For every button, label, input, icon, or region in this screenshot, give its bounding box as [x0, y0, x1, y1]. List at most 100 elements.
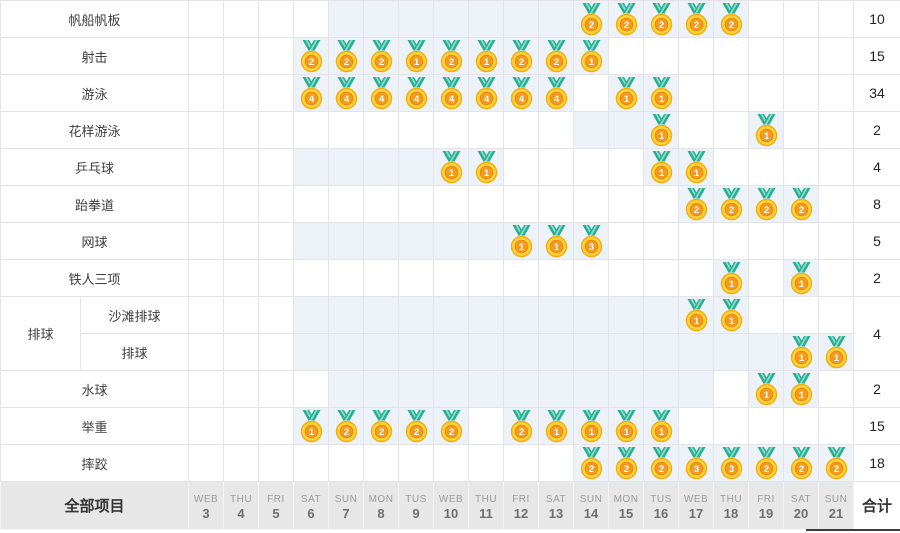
medal-icon[interactable]: 2	[438, 409, 465, 443]
medal-icon[interactable]: 1	[613, 409, 640, 443]
medal-icon[interactable]: 1	[718, 261, 745, 295]
medal-icon[interactable]: 2	[333, 409, 360, 443]
medal-icon[interactable]: 1	[613, 76, 640, 110]
medal-icon[interactable]: 2	[438, 39, 465, 73]
medal-icon[interactable]: 1	[683, 150, 710, 184]
svg-text:2: 2	[343, 57, 348, 68]
sport-label: 花样游泳	[0, 111, 190, 149]
medal-icon[interactable]: 1	[788, 335, 815, 369]
day-cell	[328, 444, 365, 482]
medal-icon[interactable]: 2	[648, 2, 675, 36]
medal-icon[interactable]: 2	[683, 187, 710, 221]
medal-icon[interactable]: 1	[438, 150, 465, 184]
medal-icon[interactable]: 2	[648, 446, 675, 480]
medal-icon[interactable]: 2	[718, 187, 745, 221]
medal-icon[interactable]: 1	[823, 335, 850, 369]
medal-icon[interactable]: 2	[368, 409, 395, 443]
svg-text:2: 2	[588, 20, 593, 31]
medal-icon[interactable]: 2	[788, 446, 815, 480]
medal-icon[interactable]: 1	[718, 298, 745, 332]
day-cell	[293, 370, 330, 408]
total-cell: 5	[853, 222, 900, 260]
day-cell: 2	[433, 37, 470, 75]
medal-icon[interactable]: 2	[753, 187, 780, 221]
medal-icon[interactable]: 2	[508, 39, 535, 73]
medal-icon[interactable]: 1	[403, 39, 430, 73]
medal-icon[interactable]: 3	[683, 446, 710, 480]
day-cell	[223, 185, 260, 223]
day-cell: 3	[713, 444, 750, 482]
day-cell	[538, 148, 575, 186]
day-cell	[398, 185, 435, 223]
medal-icon[interactable]: 2	[333, 39, 360, 73]
footer-day-cell: FRI 19	[748, 481, 785, 530]
medal-icon[interactable]: 2	[613, 446, 640, 480]
day-cell: 4	[503, 74, 540, 112]
medal-icon[interactable]: 1	[648, 113, 675, 147]
medal-icon[interactable]: 3	[578, 224, 605, 258]
medal-icon[interactable]: 1	[788, 372, 815, 406]
medal-icon[interactable]: 4	[298, 76, 325, 110]
medal-icon[interactable]: 4	[333, 76, 360, 110]
medal-icon[interactable]: 1	[473, 39, 500, 73]
medal-icon[interactable]: 2	[298, 39, 325, 73]
day-cell	[818, 259, 855, 297]
footer-day-name: WEB	[683, 493, 709, 505]
medal-icon[interactable]: 1	[473, 150, 500, 184]
medal-icon[interactable]: 1	[543, 224, 570, 258]
day-cell	[503, 259, 540, 297]
day-cell	[678, 407, 715, 445]
day-cell: 1	[678, 148, 715, 186]
sport-row: 花样游泳 1 1 2	[0, 111, 900, 149]
footer-day-cell: WEB 17	[678, 481, 715, 530]
sport-row: 跆拳道 2 2 2 2 8	[0, 185, 900, 223]
medal-icon[interactable]: 2	[683, 2, 710, 36]
day-cell: 2	[748, 185, 785, 223]
medal-icon[interactable]: 2	[823, 446, 850, 480]
medal-icon[interactable]: 2	[403, 409, 430, 443]
medal-icon[interactable]: 4	[508, 76, 535, 110]
medal-icon[interactable]: 1	[578, 409, 605, 443]
medal-icon[interactable]: 1	[788, 261, 815, 295]
medal-icon[interactable]: 1	[753, 372, 780, 406]
medal-icon[interactable]: 4	[473, 76, 500, 110]
medal-icon[interactable]: 1	[648, 150, 675, 184]
day-cell: 2	[783, 185, 820, 223]
medal-icon[interactable]: 1	[753, 113, 780, 147]
day-cell	[783, 0, 820, 38]
medal-icon[interactable]: 2	[613, 2, 640, 36]
medal-icon[interactable]: 1	[543, 409, 570, 443]
medal-icon[interactable]: 1	[578, 39, 605, 73]
medal-icon[interactable]: 2	[753, 446, 780, 480]
day-cell	[328, 333, 365, 371]
day-cell	[188, 111, 225, 149]
medal-icon[interactable]: 1	[298, 409, 325, 443]
medal-icon[interactable]: 2	[543, 39, 570, 73]
day-cell	[223, 333, 260, 371]
medal-icon[interactable]: 3	[718, 446, 745, 480]
medal-icon[interactable]: 4	[543, 76, 570, 110]
medal-icon[interactable]: 2	[788, 187, 815, 221]
day-cell	[503, 0, 540, 38]
medal-icon[interactable]: 2	[578, 2, 605, 36]
medal-icon[interactable]: 1	[648, 76, 675, 110]
medal-icon[interactable]: 2	[578, 446, 605, 480]
day-cell	[188, 74, 225, 112]
day-cell	[643, 37, 680, 75]
day-cell: 4	[363, 74, 400, 112]
medal-icon[interactable]: 4	[403, 76, 430, 110]
svg-text:1: 1	[518, 242, 524, 253]
medal-icon[interactable]: 2	[718, 2, 745, 36]
medal-icon[interactable]: 1	[648, 409, 675, 443]
medal-icon[interactable]: 4	[368, 76, 395, 110]
medal-icon[interactable]: 1	[683, 298, 710, 332]
medal-icon[interactable]: 4	[438, 76, 465, 110]
day-cell	[643, 296, 680, 334]
medal-icon[interactable]: 2	[508, 409, 535, 443]
medal-icon[interactable]: 1	[508, 224, 535, 258]
medal-icon[interactable]: 2	[368, 39, 395, 73]
footer-day-cell: FRI 12	[503, 481, 540, 530]
footer-day-name: SAT	[300, 493, 322, 505]
day-cell	[818, 185, 855, 223]
footer-day-number: 19	[758, 505, 774, 521]
